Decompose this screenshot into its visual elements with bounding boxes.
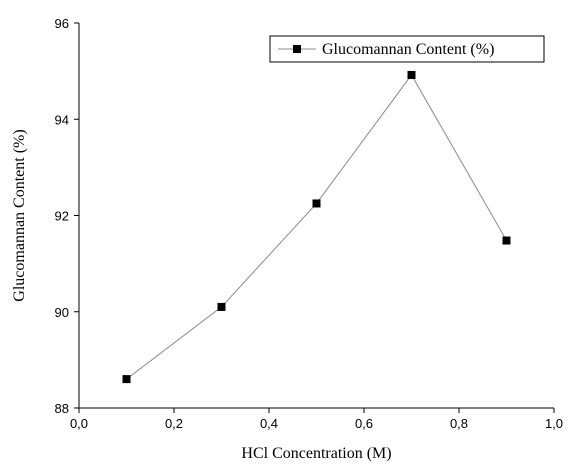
data-point-marker	[407, 70, 416, 79]
y-axis-title: Glucomannan Content (%)	[11, 129, 28, 301]
x-axis-title: HCl Concentration (M)	[241, 445, 391, 462]
legend: Glucomannan Content (%)	[269, 35, 545, 63]
x-axis-ticks: 0,0 0,2 0,4 0,6 0,8 1,0	[70, 408, 563, 431]
y-tick-label: 96	[55, 16, 69, 31]
y-tick-label: 94	[55, 112, 69, 127]
legend-label: Glucomannan Content (%)	[322, 41, 494, 58]
x-tick-label: 0,8	[450, 416, 468, 431]
data-point-marker	[217, 302, 226, 311]
x-tick-label: 1,0	[545, 416, 563, 431]
y-tick-label: 92	[55, 209, 69, 224]
y-axis-ticks: 88 90 92 94 96	[55, 16, 79, 416]
y-tick-label: 88	[55, 401, 69, 416]
x-tick-label: 0,0	[70, 416, 88, 431]
data-point-marker	[502, 236, 511, 245]
plot-area	[78, 23, 554, 409]
legend-marker	[293, 45, 301, 53]
x-tick-label: 0,6	[355, 416, 373, 431]
series-line	[126, 74, 507, 380]
x-tick-label: 0,2	[165, 416, 183, 431]
x-tick-label: 0,4	[260, 416, 278, 431]
series-group	[122, 70, 511, 384]
y-tick-label: 90	[55, 305, 69, 320]
data-point-marker	[122, 375, 131, 384]
data-point-marker	[312, 199, 321, 208]
